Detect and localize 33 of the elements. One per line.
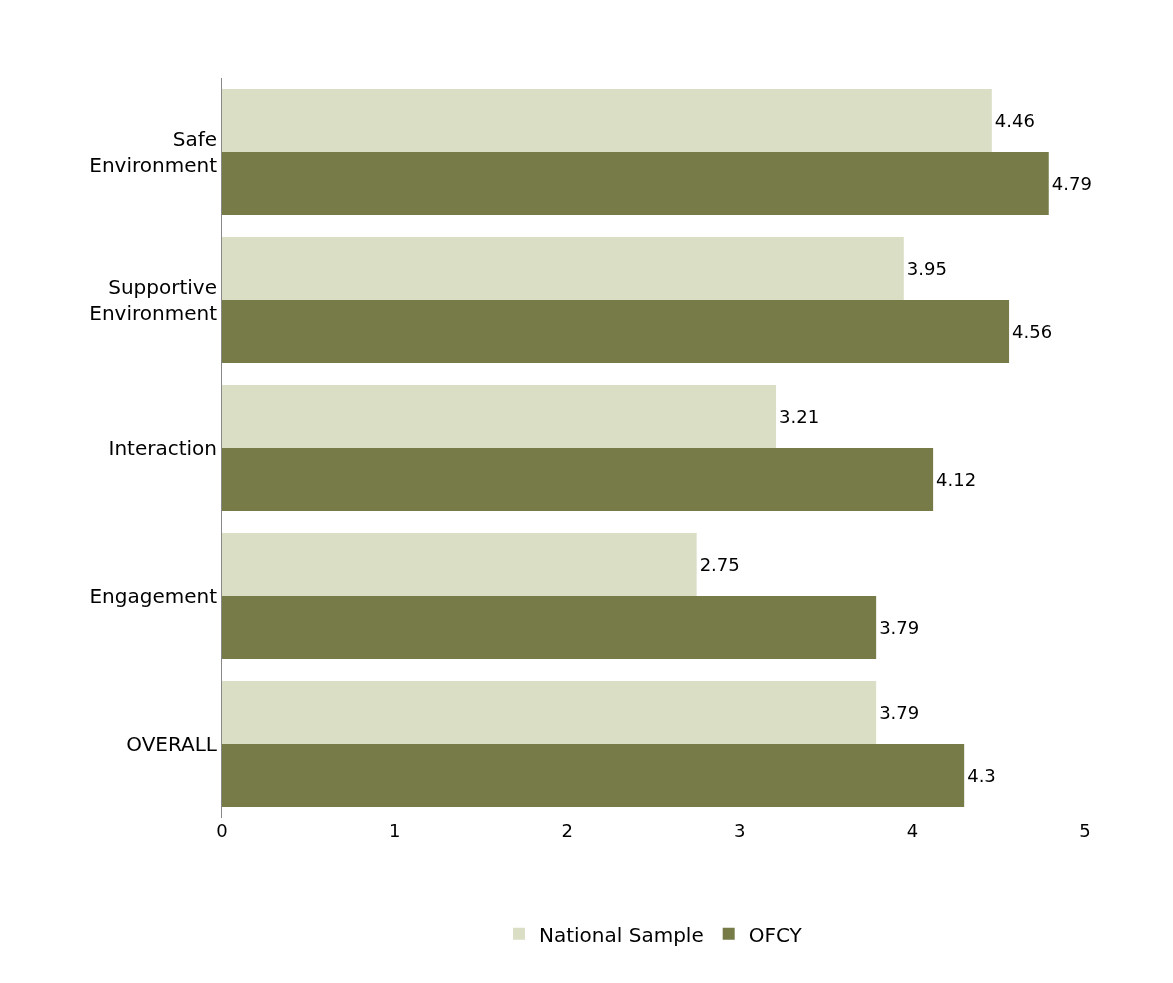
data-label: 4.56 [1012, 320, 1053, 342]
data-label: 3.79 [879, 702, 920, 724]
bar [222, 533, 697, 596]
data-label: 4.12 [936, 468, 977, 490]
legend-label: OFCY [748, 922, 803, 947]
data-label: 3.95 [906, 258, 947, 280]
bar [222, 237, 904, 300]
x-tick-label: 3 [734, 820, 746, 841]
data-label: 3.79 [879, 616, 920, 638]
y-tick-label: Supportive Environment [89, 275, 218, 325]
bar [222, 681, 877, 744]
bar [222, 596, 877, 659]
bar [222, 89, 992, 152]
x-tick-label: 0 [216, 820, 228, 841]
bar [222, 448, 934, 511]
x-tick-label: 1 [388, 820, 401, 841]
y-tick-label: Interaction [108, 436, 217, 460]
bar [222, 300, 1010, 363]
x-tick-label: 5 [1079, 820, 1091, 841]
data-label: 4.3 [967, 764, 996, 786]
data-label: 3.21 [779, 406, 820, 428]
data-label: 4.79 [1051, 172, 1092, 194]
x-tick-label: 2 [561, 820, 573, 841]
bar [222, 385, 777, 448]
x-tick-label: 4 [906, 820, 919, 841]
y-tick-label: OVERALL [126, 732, 218, 756]
data-label: 4.46 [994, 110, 1035, 132]
legend-label: National Sample [539, 922, 704, 947]
y-tick-label: Safe Environment [89, 127, 218, 177]
y-tick-label: Engagement [89, 584, 218, 608]
bar [222, 152, 1049, 215]
data-label: 2.75 [699, 554, 740, 576]
bar [222, 744, 965, 807]
